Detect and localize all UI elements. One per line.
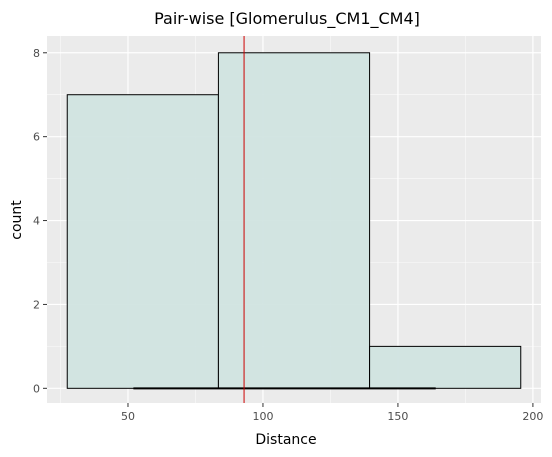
y-tick-label: 8: [33, 47, 40, 60]
histogram-bar: [369, 345, 522, 389]
y-axis-title: count: [9, 200, 25, 240]
histogram-bar: [66, 94, 219, 389]
x-tick-label: 200: [522, 410, 543, 423]
y-tick-label: 6: [33, 131, 40, 144]
x-tick-label: 150: [387, 410, 408, 423]
x-tick-label: 100: [252, 410, 273, 423]
y-tick-label: 2: [33, 298, 40, 311]
x-tick-label: 50: [121, 410, 135, 423]
x-axis-title: Distance: [255, 432, 316, 448]
y-tick-label: 0: [33, 382, 40, 395]
x-axis-ticks: 50 100 150 200: [121, 403, 543, 423]
histogram-bar: [217, 52, 371, 389]
y-axis-ticks: 0 2 4 6 8: [33, 47, 47, 395]
chart-title: Pair-wise [Glomerulus_CM1_CM4]: [154, 9, 420, 29]
y-tick-label: 4: [33, 215, 40, 228]
